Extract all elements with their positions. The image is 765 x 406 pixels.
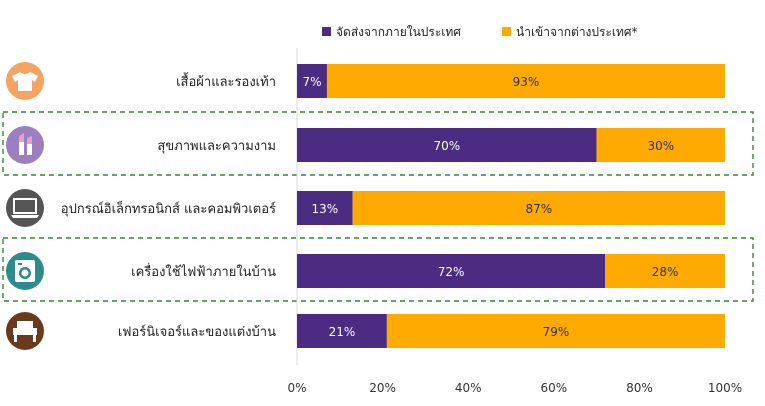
shirt-icon: [6, 62, 44, 100]
bar-segment-1-4: [386, 314, 725, 348]
bar-segment-0-1: [297, 128, 597, 162]
bar-segment-1-3: [605, 254, 725, 288]
category-label-0: เสื้อผ้าและรองเท้า: [176, 72, 276, 90]
data-label-0-0: 7%: [302, 75, 321, 89]
x-axis-ticks: 0% 20% 40% 60% 80% 100%: [287, 381, 742, 395]
highlight-boxes: [2, 111, 754, 302]
chart-row-4: เฟอร์นิเจอร์และของแต่งบ้าน 21% 79%: [6, 312, 725, 350]
x-tick-label-4: 80%: [626, 381, 653, 395]
x-tick-label-3: 60%: [540, 381, 567, 395]
laptop-icon: [6, 189, 44, 227]
highlight-box-1: [2, 111, 754, 176]
bar-segment-1-0: [326, 64, 725, 98]
bar-segment-1-1: [596, 128, 725, 162]
bar-segment-0-0: [297, 64, 327, 98]
chart-row-1: สุขภาพและความงาม 70% 30%: [6, 126, 725, 164]
legend-swatch-1: [502, 27, 511, 36]
chart-row-2: อุปกรณ์อิเล็กทรอนิกส์ และคอมพิวเตอร์ 13% 8…: [6, 189, 725, 227]
category-label-1: สุขภาพและความงาม: [157, 139, 276, 154]
legend: จัดส่งจากภายในประเทศ นำเข้าจากต่างประเทศ*: [322, 25, 638, 39]
armchair-icon: [6, 312, 44, 350]
category-label-4: เฟอร์นิเจอร์และของแต่งบ้าน: [118, 324, 276, 340]
x-tick-label-5: 100%: [708, 381, 742, 395]
bar-segment-0-3: [297, 254, 606, 288]
legend-label-0: จัดส่งจากภายในประเทศ: [336, 25, 461, 39]
data-label-1-1: 30%: [647, 139, 674, 153]
highlight-box-3: [2, 237, 754, 302]
data-label-0-2: 13%: [311, 202, 338, 216]
chart-row-3: เครื่องใช้ไฟฟ้าภายในบ้าน 72% 28%: [6, 252, 725, 290]
chart-rows: เสื้อผ้าและรองเท้า 7% 93% สุขภาพและความงาม 7…: [6, 62, 725, 350]
lipstick-icon: [6, 126, 44, 164]
data-label-1-2: 87%: [525, 202, 552, 216]
washing-machine-icon: [6, 252, 44, 290]
bar-segment-0-4: [297, 314, 387, 348]
bar-segment-1-2: [352, 191, 725, 225]
legend-swatch-0: [322, 27, 331, 36]
bar-segment-0-2: [297, 191, 353, 225]
data-label-1-0: 93%: [513, 75, 540, 89]
data-label-1-3: 28%: [652, 265, 679, 279]
x-tick-label-0: 0%: [287, 381, 306, 395]
data-label-1-4: 79%: [543, 325, 570, 339]
category-label-2: อุปกรณ์อิเล็กทรอนิกส์ และคอมพิวเตอร์: [61, 199, 276, 217]
category-label-3: เครื่องใช้ไฟฟ้าภายในบ้าน: [131, 263, 276, 280]
legend-label-1: นำเข้าจากต่างประเทศ*: [516, 25, 638, 39]
chart-row-0: เสื้อผ้าและรองเท้า 7% 93%: [6, 62, 725, 100]
x-tick-label-1: 20%: [369, 381, 396, 395]
data-label-0-3: 72%: [438, 265, 465, 279]
data-label-0-1: 70%: [433, 139, 460, 153]
x-tick-label-2: 40%: [455, 381, 482, 395]
data-label-0-4: 21%: [329, 325, 356, 339]
